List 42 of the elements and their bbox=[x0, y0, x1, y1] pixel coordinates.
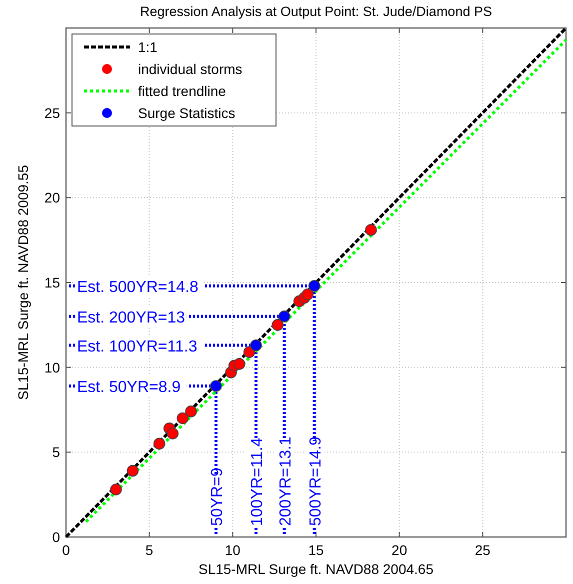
x-tick-label: 25 bbox=[474, 542, 491, 558]
x-tick-label: 5 bbox=[145, 542, 154, 558]
point bbox=[243, 346, 256, 358]
point bbox=[110, 484, 122, 496]
point bbox=[126, 464, 139, 477]
chart-title: Regression Analysis at Output Point: St. Jude/Diamond PS bbox=[140, 4, 492, 19]
point bbox=[308, 280, 320, 292]
x-tick-label: 0 bbox=[62, 542, 70, 558]
annotation: 500YR=14.9 bbox=[307, 436, 324, 526]
legend-label: 1:1 bbox=[138, 39, 158, 55]
point bbox=[166, 428, 179, 440]
y-axis-title: SL15-MRL Surge ft. NAVD88 2009.55 bbox=[15, 164, 31, 400]
point bbox=[278, 310, 290, 322]
point bbox=[233, 358, 246, 370]
legend-label: individual storms bbox=[138, 61, 242, 77]
x-tick-label: 20 bbox=[392, 542, 408, 558]
x-axis-title: SL15-MRL Surge ft. NAVD88 2004.65 bbox=[198, 561, 434, 577]
y-tick-label: 0 bbox=[52, 529, 60, 545]
point bbox=[365, 224, 377, 236]
point bbox=[185, 406, 197, 418]
annotation: Est. 100YR=11.3 bbox=[77, 338, 198, 356]
y-tick-label: 5 bbox=[52, 444, 60, 460]
y-tick-label: 25 bbox=[44, 104, 60, 121]
annotation: 200YR=13.1 bbox=[277, 436, 294, 526]
annotation: Est. 200YR=13 bbox=[77, 309, 186, 326]
x-tick-label: 10 bbox=[224, 542, 241, 558]
legend-label: Surge Statistics bbox=[138, 105, 236, 121]
legend-label: fitted trendline bbox=[138, 83, 226, 99]
annotation: Est. 500YR=14.8 bbox=[77, 278, 199, 296]
point bbox=[272, 319, 284, 331]
y-tick-label: 15 bbox=[44, 274, 60, 290]
annotation: 100YR=11.4 bbox=[249, 438, 266, 526]
point bbox=[153, 438, 166, 450]
annotation: 50YR=9 bbox=[209, 468, 226, 526]
y-tick-label: 10 bbox=[44, 359, 60, 376]
annotation: Est. 50YR=8.9 bbox=[77, 378, 181, 396]
point bbox=[176, 412, 189, 424]
y-tick-label: 20 bbox=[44, 190, 60, 206]
point bbox=[302, 288, 314, 300]
x-tick-label: 15 bbox=[308, 542, 324, 558]
point bbox=[250, 339, 262, 352]
point bbox=[210, 380, 222, 392]
